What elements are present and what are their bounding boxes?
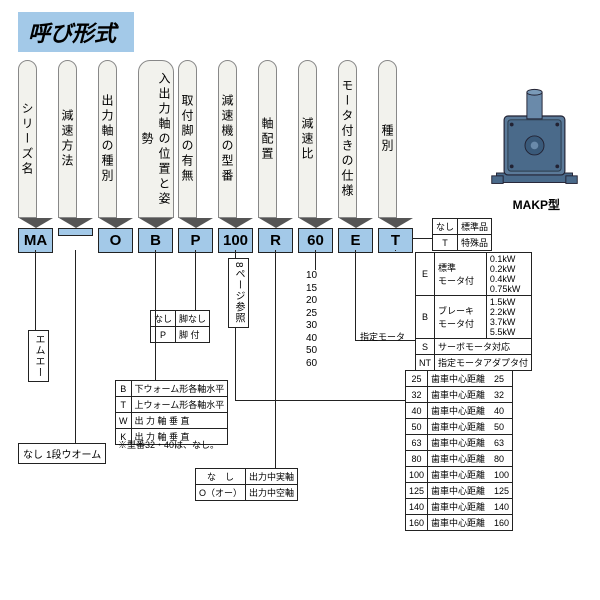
col-head: 出力軸の種別	[98, 60, 117, 218]
col-head: シリーズ名	[18, 60, 37, 218]
table-size: 25歯車中心距離 2532歯車中心距離 3240歯車中心距離 4050歯車中心距…	[405, 370, 513, 531]
page-ref-box: 8ページ参照	[228, 258, 249, 328]
chevron-down-icon	[219, 218, 253, 228]
column-c4: 取付脚の有無P	[178, 60, 213, 253]
column-c1: 減速方法	[58, 60, 93, 236]
chevron-down-icon	[179, 218, 213, 228]
gear-model-label: MAKP型	[513, 196, 560, 213]
code-box	[58, 228, 93, 236]
col-head: 取付脚の有無	[178, 60, 197, 218]
column-c5: 減速機の型番100	[218, 60, 253, 253]
col-head: 種別	[378, 60, 397, 218]
column-c0: シリーズ名MA	[18, 60, 53, 253]
column-c8: モータ付きの仕様E	[338, 60, 373, 253]
col-head: 入出力軸の位置と姿勢	[138, 60, 174, 218]
chevron-down-icon	[19, 218, 53, 228]
series-tag: エムエー	[28, 330, 49, 382]
col-head: 減速機の型番	[218, 60, 237, 218]
column-c3: 入出力軸の位置と姿勢B	[138, 60, 173, 253]
gearbox-image	[487, 80, 582, 190]
chevron-down-icon	[339, 218, 373, 228]
col-head: 軸配置	[258, 60, 277, 218]
chevron-down-icon	[379, 218, 413, 228]
column-c2: 出力軸の種別 O	[98, 60, 133, 253]
column-c6: 軸配置R	[258, 60, 293, 253]
chevron-down-icon	[59, 218, 93, 228]
table-foot: なし脚なし P脚 付	[150, 310, 210, 343]
col-head: モータ付きの仕様	[338, 60, 357, 218]
table-type: なし標準品 T特殊品	[432, 218, 492, 251]
motor-side-label: 指定モータ	[360, 330, 405, 343]
table-motor: E標準 モータ付0.1kW 0.2kW 0.4kW 0.75kW Bブレーキ モ…	[415, 252, 532, 371]
col-head: 減速方法	[58, 60, 77, 218]
table-axis: な し出力中実軸 O（オー）出力中空軸	[195, 468, 298, 501]
reduction-tag: 1段ウオーム	[42, 443, 106, 464]
chevron-down-icon	[99, 218, 133, 228]
ratio-list: 1015202530405060	[306, 270, 317, 370]
table-position: B下ウォーム形各軸水平 T上ウォーム形各軸水平 W出 力 軸 垂 直 K出 力 …	[115, 380, 228, 445]
code-box: O	[98, 228, 133, 253]
chevron-down-icon	[259, 218, 293, 228]
page-title: 呼び形式	[18, 12, 134, 52]
chevron-down-icon	[299, 218, 333, 228]
col-head: 減速比	[298, 60, 317, 218]
column-c9: 種別T	[378, 60, 413, 253]
chevron-down-icon	[139, 218, 173, 228]
position-note: ※型番32・40は、なし。	[118, 438, 219, 451]
column-c7: 減速比60	[298, 60, 333, 253]
